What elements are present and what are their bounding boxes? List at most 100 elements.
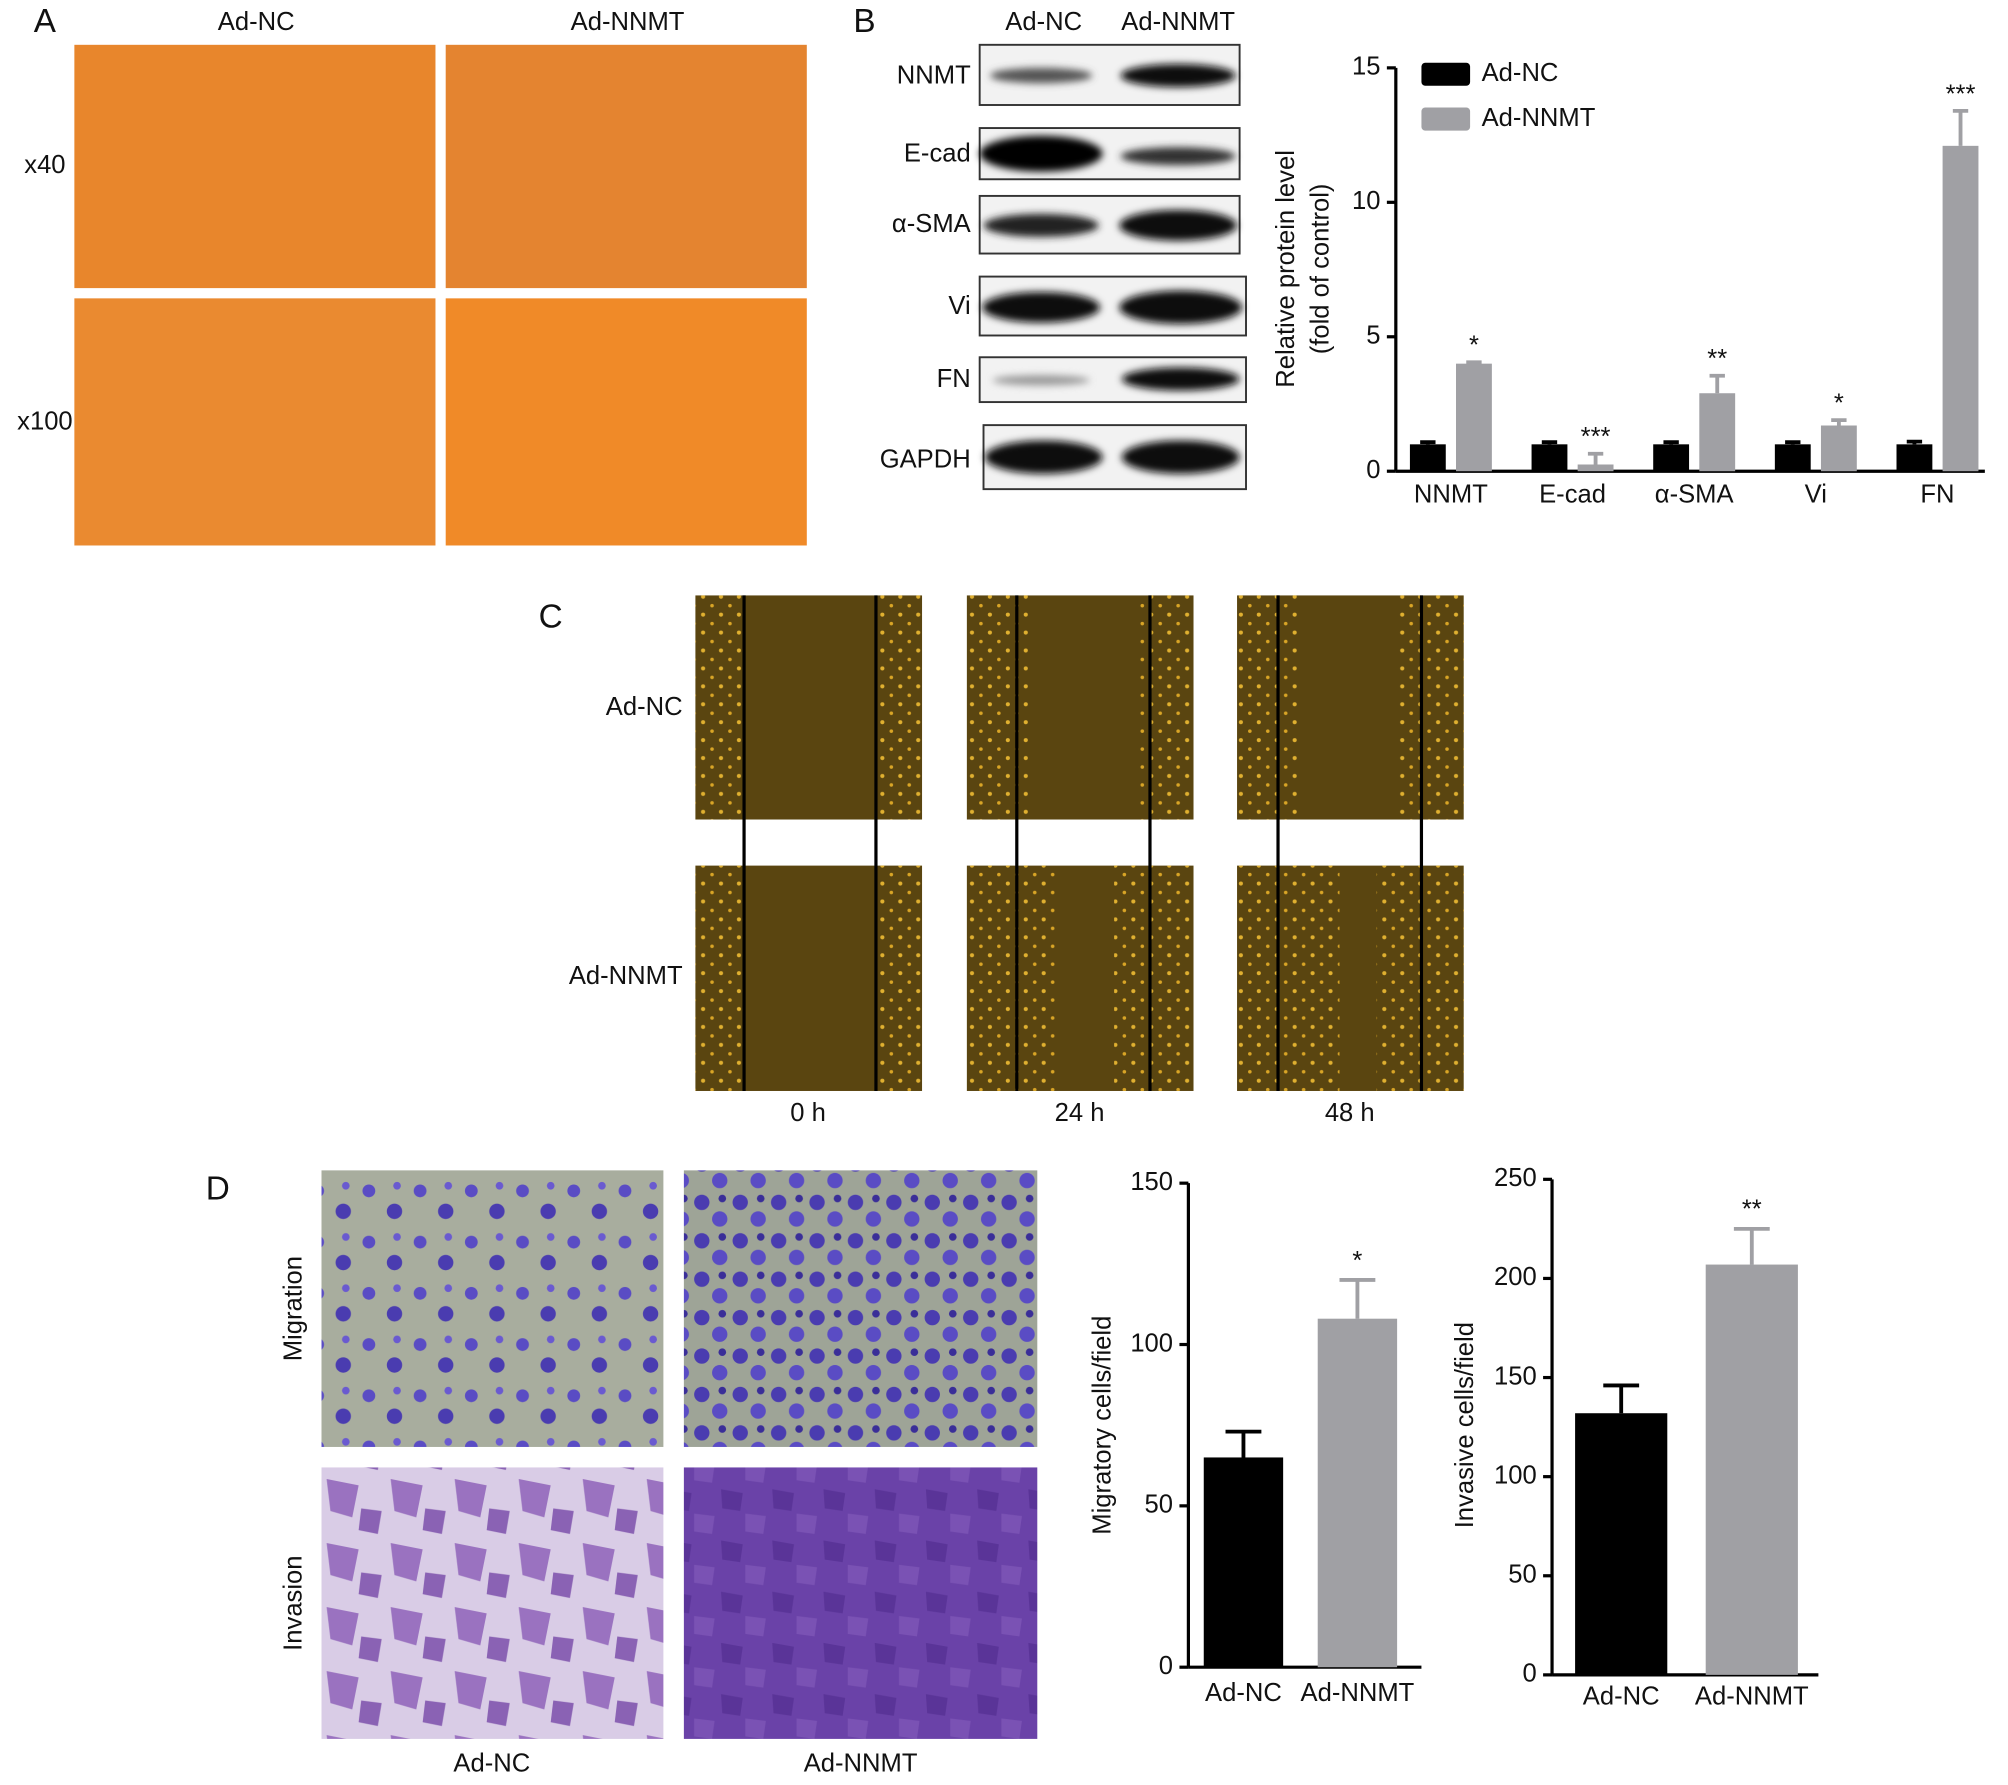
error-bar: [1420, 440, 1436, 445]
error-bar: [1663, 440, 1679, 445]
error-bar: [1785, 440, 1801, 445]
legend-label: Ad-NC: [1482, 59, 1559, 87]
y-axis-label: Invasive cells/field: [1451, 1322, 1479, 1528]
column-label: Ad-NNMT: [571, 8, 685, 36]
bar: [1575, 1413, 1668, 1675]
legend-swatch: [1421, 62, 1471, 86]
micrograph: [445, 44, 807, 289]
x-tick-label: Ad-NNMT: [1695, 1683, 1809, 1711]
row-label: Migration: [279, 1256, 307, 1361]
error-bar: [1339, 1278, 1376, 1319]
error-bar: [1587, 451, 1604, 465]
x-tick-label: α-SMA: [1655, 480, 1735, 508]
y-axis-label: Relative protein level: [1272, 150, 1300, 388]
error-bar: [1952, 108, 1969, 146]
y-tick-label: 150: [1494, 1362, 1537, 1390]
column-label: Ad-NNMT: [804, 1749, 918, 1777]
band: [982, 291, 1101, 323]
row-label: Ad-NC: [606, 693, 683, 721]
band: [1121, 367, 1240, 391]
column-label: 48 h: [1325, 1099, 1375, 1127]
band: [979, 135, 1103, 172]
lane-label: Ad-NC: [1005, 8, 1082, 36]
y-tick-label: 100: [1494, 1461, 1537, 1489]
error-bar: [1831, 418, 1847, 426]
y-tick-label: 150: [1130, 1168, 1173, 1196]
y-tick-label: 15: [1352, 53, 1380, 81]
bar: [1653, 444, 1690, 472]
significance: **: [1742, 1196, 1762, 1224]
blot-label: E-cad: [904, 140, 971, 168]
y-tick-label: 10: [1352, 187, 1380, 215]
micrograph: [321, 1467, 664, 1739]
micrograph: [683, 1170, 1038, 1447]
y-tick-label: 50: [1145, 1491, 1173, 1519]
significance: **: [1707, 345, 1727, 373]
panel-label: B: [853, 3, 875, 40]
bar: [1317, 1318, 1398, 1668]
error-bar: [1466, 360, 1482, 365]
band: [984, 440, 1103, 474]
error-bar: [1225, 1429, 1262, 1458]
bar: [1942, 145, 1979, 472]
column-label: Ad-NC: [453, 1749, 530, 1777]
error-bar: [1906, 439, 1923, 445]
x-tick-label: Ad-NNMT: [1301, 1679, 1415, 1707]
x-tick-label: Ad-NC: [1583, 1683, 1660, 1711]
micrograph: [445, 298, 807, 546]
column-label: 24 h: [1055, 1099, 1105, 1127]
bar: [1531, 444, 1568, 472]
error-bar: [1603, 1383, 1640, 1414]
x-tick-label: NNMT: [1414, 480, 1488, 508]
micrograph: [683, 1467, 1038, 1739]
band: [1121, 440, 1240, 474]
bar: [1774, 444, 1811, 472]
panel-a: A Ad-NC Ad-NNMT x40 x100: [17, 3, 807, 546]
row-label: x100: [17, 407, 72, 435]
row-label: Invasion: [279, 1556, 307, 1651]
y-tick-label: 0: [1366, 456, 1380, 484]
bar: [1409, 444, 1446, 472]
wound-images: [695, 595, 1464, 1091]
band: [1120, 64, 1236, 88]
column-label: Ad-NC: [218, 8, 295, 36]
y-tick-label: 0: [1159, 1652, 1173, 1680]
bar: [1705, 1264, 1798, 1675]
x-tick-label: E-cad: [1539, 480, 1606, 508]
micrograph: [74, 44, 436, 289]
y-tick-label: 200: [1494, 1263, 1537, 1291]
bar: [1820, 425, 1857, 472]
blot-label: NNMT: [897, 62, 971, 90]
panel-d-images: D Migration Invasion Ad-NC Ad-NNMT: [206, 1170, 1038, 1777]
band: [1120, 147, 1236, 166]
row-label: Ad-NNMT: [569, 962, 683, 990]
x-tick-label: FN: [1920, 480, 1954, 508]
significance: *: [1352, 1247, 1362, 1275]
band: [989, 67, 1093, 84]
x-tick-label: Ad-NC: [1205, 1679, 1282, 1707]
band: [992, 375, 1090, 386]
bar: [1577, 464, 1614, 472]
y-axis-label: Migratory cells/field: [1089, 1316, 1117, 1535]
panel-b-blot: B Ad-NC Ad-NNMT NNMT E-cad α-SMA Vi FN G…: [853, 3, 1247, 491]
panel-label: A: [34, 3, 57, 40]
bar: [1896, 444, 1933, 472]
bar: [1699, 393, 1736, 472]
row-label: x40: [24, 151, 65, 179]
error-bar: [1733, 1226, 1770, 1265]
panel-c: C Ad-NC Ad-NNMT 0 h 24 h 48 h: [539, 595, 1464, 1127]
blot-label: α-SMA: [892, 210, 972, 238]
x-tick-label: Vi: [1805, 480, 1827, 508]
blot-label: Vi: [948, 292, 970, 320]
significance: *: [1834, 390, 1844, 418]
y-axis-label: (fold of control): [1306, 184, 1334, 355]
panel-label: C: [539, 598, 563, 635]
legend-swatch: [1421, 107, 1471, 131]
y-tick-label: 100: [1130, 1329, 1173, 1357]
lane-label: Ad-NNMT: [1121, 8, 1235, 36]
y-tick-label: 50: [1508, 1561, 1536, 1589]
y-tick-label: 5: [1366, 322, 1380, 350]
bar: [1456, 363, 1492, 472]
band: [983, 213, 1099, 237]
